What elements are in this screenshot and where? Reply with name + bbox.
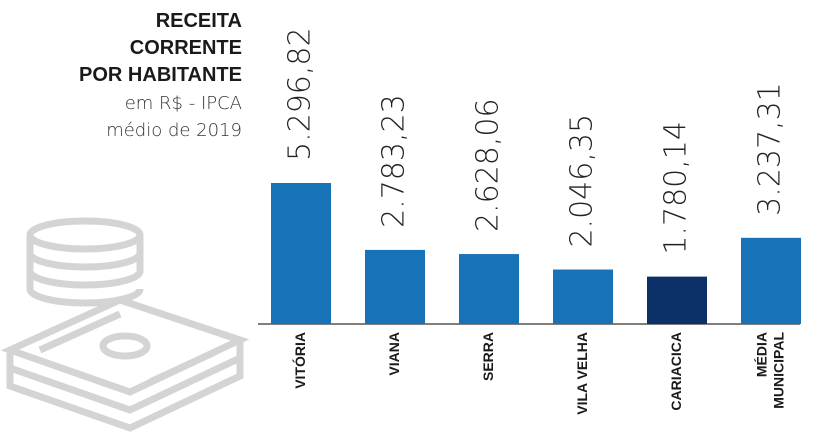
bar [459,254,519,324]
bar [741,238,801,324]
value-label: 2.628,06 [471,98,506,232]
bar [647,277,707,324]
category-label: VITÓRIA [291,332,308,389]
category-label: MÉDIAMUNICIPAL [753,332,786,409]
bar [365,250,425,324]
value-label: 2.783,23 [377,94,412,228]
value-label: 2.046,35 [565,114,600,248]
category-label: VIANA [386,332,402,376]
value-label: 5.296,82 [283,27,318,161]
chart: RECEITACORRENTEPOR HABITANTE em R$ - IPCA… [0,0,824,438]
category-label: CARIACICA [668,332,684,411]
value-label: 1.780,14 [659,121,694,255]
category-label: SERRA [480,332,496,381]
bar [271,183,331,324]
value-label: 3.237,31 [753,82,788,216]
bar [553,270,613,324]
money-icon [10,221,240,428]
category-label: VILA VELHA [574,332,590,415]
